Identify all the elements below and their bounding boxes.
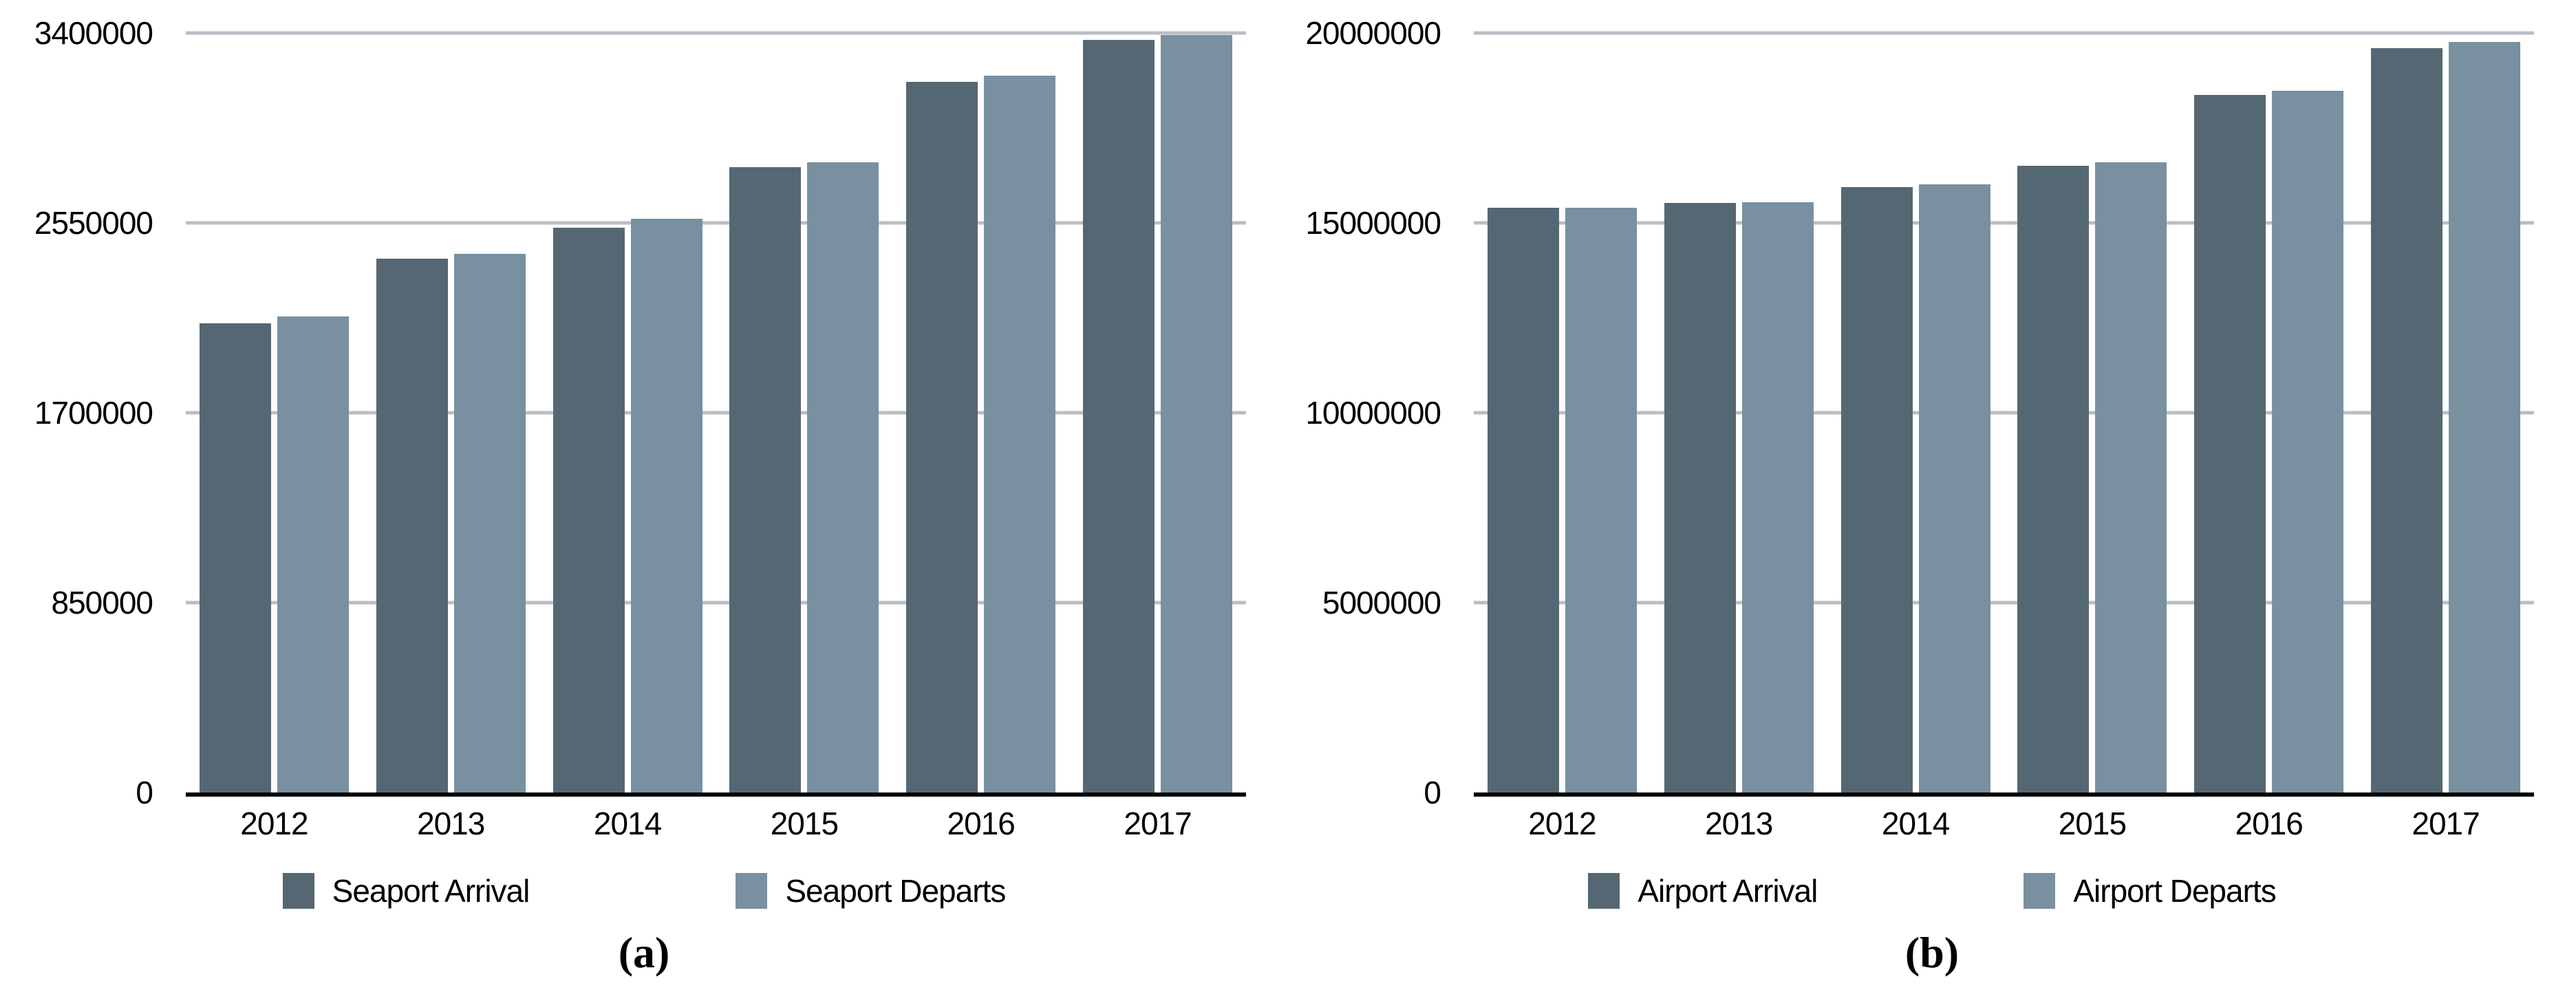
legend-item-airport-departs: Airport Departs [2024, 872, 2277, 909]
airport-bars [1474, 33, 2534, 792]
gridline-5000000 [1474, 601, 2534, 605]
gridline-20000000 [1474, 31, 2534, 35]
panel-a-caption: (a) [618, 928, 670, 977]
bar-group-2016 [2180, 33, 2357, 792]
y-tick-label-10000000: 10000000 [1305, 395, 1441, 431]
bar-airport-departs-2012 [1565, 208, 1637, 792]
x-tick-label-2016: 2016 [947, 806, 1016, 841]
seaport-arrival-swatch [282, 873, 314, 909]
bar-airport-departs-2013 [1741, 202, 1814, 792]
bar-seaport-departs-2012 [277, 316, 349, 792]
seaport-chart-panel: 3400000 2550000 1700000 850000 0 2012 2013 201… [0, 15, 1288, 977]
y-tick-label-0: 0 [1424, 775, 1441, 810]
bar-airport-arrival-2017 [2371, 48, 2443, 792]
bar-seaport-departs-2013 [453, 254, 526, 792]
y-tick-label-1700000: 1700000 [34, 395, 153, 431]
bar-seaport-arrival-2015 [729, 166, 802, 792]
airport-chart-panel: 20000000 15000000 10000000 5000000 0 2012 201… [1288, 0, 2576, 1003]
bar-airport-arrival-2016 [2194, 94, 2266, 792]
bar-seaport-departs-2017 [1161, 35, 1233, 792]
seaport-x-axis-labels: 2012 2013 2014 2015 2016 2017 [186, 805, 1246, 842]
bar-seaport-departs-2016 [984, 75, 1056, 792]
bar-airport-departs-2015 [2095, 162, 2167, 792]
bar-seaport-departs-2015 [807, 162, 879, 792]
x-tick-label-2016: 2016 [2235, 806, 2304, 841]
bar-group-2015 [2004, 33, 2180, 792]
airport-y-axis-labels: 20000000 15000000 10000000 5000000 0 [1288, 15, 1441, 810]
bar-group-2016 [892, 33, 1069, 792]
airport-departs-swatch [2024, 873, 2056, 909]
y-tick-label-20000000: 20000000 [1305, 15, 1441, 51]
bar-group-2014 [1827, 33, 2004, 792]
airport-arrival-swatch [1588, 873, 1620, 909]
x-tick-label-2017: 2017 [1124, 806, 1192, 841]
gridline-3400000 [186, 31, 1246, 35]
legend-label: Seaport Departs [785, 873, 1006, 909]
bar-group-2017 [1069, 33, 1246, 792]
x-tick-label-2014: 2014 [593, 806, 662, 841]
legend-label: Airport Departs [2073, 873, 2276, 909]
y-tick-label-5000000: 5000000 [1322, 585, 1441, 621]
x-tick-label-2017: 2017 [2412, 806, 2480, 841]
airport-x-axis-labels: 2012 2013 2014 2015 2016 2017 [1474, 805, 2534, 842]
bar-group-2013 [1651, 33, 1827, 792]
gridline-10000000 [1474, 411, 2534, 415]
bar-airport-arrival-2015 [2017, 165, 2090, 792]
legend-label: Airport Arrival [1638, 873, 1818, 909]
x-tick-label-2012: 2012 [1528, 806, 1596, 841]
bar-group-2013 [363, 33, 539, 792]
bar-airport-departs-2016 [2272, 91, 2344, 792]
bar-seaport-arrival-2013 [376, 258, 448, 792]
seaport-y-axis-labels: 3400000 2550000 1700000 850000 0 [0, 15, 153, 810]
airport-legend: Airport Arrival Airport Departs [1288, 872, 2576, 909]
x-tick-label-2013: 2013 [417, 806, 485, 841]
seaport-legend: Seaport Arrival Seaport Departs [0, 872, 1288, 909]
x-tick-label-2012: 2012 [240, 806, 308, 841]
gridline-2550000 [186, 221, 1246, 225]
legend-label: Seaport Arrival [332, 873, 530, 909]
bar-airport-arrival-2012 [1487, 208, 1559, 792]
airport-plot-area [1474, 31, 2534, 797]
x-tick-label-2015: 2015 [770, 806, 839, 841]
bar-airport-departs-2014 [1918, 184, 1990, 792]
bar-airport-arrival-2013 [1664, 202, 1736, 792]
bar-seaport-arrival-2014 [552, 227, 625, 792]
y-tick-label-0: 0 [136, 775, 153, 810]
bar-seaport-departs-2014 [630, 218, 702, 792]
x-tick-label-2014: 2014 [1881, 806, 1950, 841]
bar-group-2014 [539, 33, 716, 792]
bar-group-2012 [1474, 33, 1651, 792]
x-tick-label-2013: 2013 [1705, 806, 1773, 841]
legend-item-seaport-departs: Seaport Departs [736, 872, 1006, 909]
y-tick-label-15000000: 15000000 [1305, 205, 1441, 241]
seaport-plot-area [186, 31, 1246, 797]
panel-b-caption: (b) [1904, 928, 1960, 977]
bar-group-2012 [186, 33, 363, 792]
gridline-15000000 [1474, 221, 2534, 225]
bar-airport-departs-2017 [2449, 41, 2521, 792]
bar-seaport-arrival-2016 [906, 82, 978, 792]
legend-item-seaport-arrival: Seaport Arrival [282, 872, 530, 909]
x-tick-label-2015: 2015 [2058, 806, 2127, 841]
bar-seaport-arrival-2017 [1083, 39, 1155, 792]
y-tick-label-2550000: 2550000 [34, 205, 153, 241]
bar-seaport-arrival-2012 [199, 323, 271, 792]
legend-item-airport-arrival: Airport Arrival [1588, 872, 1818, 909]
seaport-bars [186, 33, 1246, 792]
bar-airport-arrival-2014 [1840, 186, 1913, 792]
y-tick-label-3400000: 3400000 [34, 15, 153, 51]
gridline-850000 [186, 601, 1246, 605]
bar-group-2015 [716, 33, 892, 792]
gridline-1700000 [186, 411, 1246, 415]
seaport-departs-swatch [736, 873, 768, 909]
bar-group-2017 [2357, 33, 2534, 792]
y-tick-label-850000: 850000 [51, 585, 153, 621]
